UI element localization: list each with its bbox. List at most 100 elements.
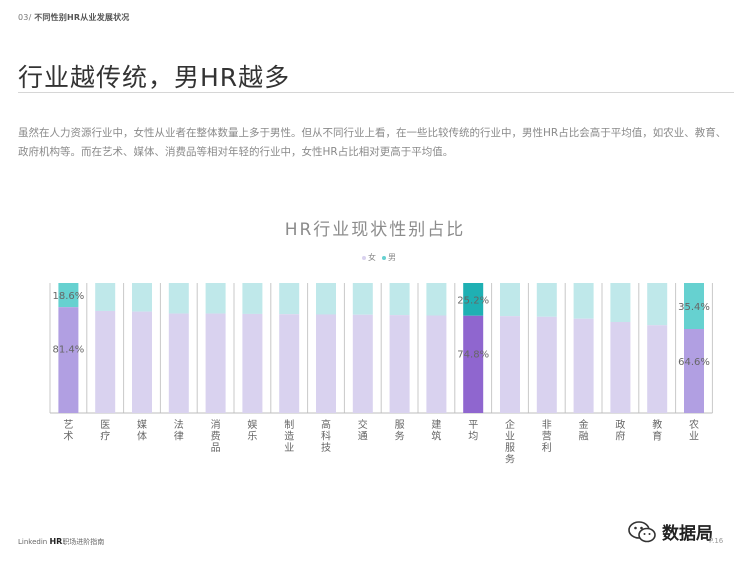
x-tick-label-6: 制 [284,418,294,431]
x-tick-label-14: 金 [579,418,589,431]
legend-label-female: 女 [368,253,376,262]
chart-legend: 女 男 [362,252,396,263]
bar-female-2 [132,311,152,413]
wechat-icon [628,520,656,542]
bar-female-6 [279,314,300,413]
bar-male-6 [279,283,300,315]
bar-female-8 [352,314,373,413]
x-tick-label-4: 费 [211,430,221,443]
bar-male-3 [168,283,189,314]
x-tick-label-13: 营 [542,430,552,443]
x-tick-label-13: 利 [542,442,552,454]
x-tick-label-6: 业 [284,442,294,454]
x-tick-label-12: 企 [505,418,515,431]
bar-male-1 [95,283,116,311]
bar-male-16 [647,283,668,326]
x-tick-label-1: 疗 [100,430,110,443]
x-tick-label-8: 交 [358,418,368,431]
footer-brand-prefix: Linkedin [18,538,50,546]
bar-male-5 [242,283,263,314]
x-tick-label-15: 府 [615,430,625,443]
bar-male-11 [463,283,484,316]
x-tick-label-12: 务 [505,453,515,466]
brand-name: 数据局 [662,524,713,544]
footer-brand-suffix: 职场进阶指南 [62,538,105,546]
data-label: 74.8% [457,350,489,361]
x-tick-label-5: 乐 [247,431,257,443]
bar-male-17 [684,283,704,330]
x-tick-label-8: 通 [358,431,368,443]
data-label: 25.2% [457,295,489,306]
page-number: P.16 [709,537,724,545]
x-tick-label-9: 服 [395,419,405,431]
chart-title: HR行业现状性别占比 [284,220,466,240]
bar-male-13 [536,283,557,317]
bar-male-2 [132,283,152,312]
legend-label-male: 男 [388,253,396,262]
section-tag: 03/ 不同性别HR从业发展状况 [18,12,130,23]
bar-male-4 [205,283,226,314]
x-tick-label-10: 筑 [431,430,441,443]
headline-divider [18,92,734,93]
x-tick-label-3: 律 [174,430,184,443]
bar-female-7 [316,314,336,413]
x-tick-label-6: 造 [284,430,294,443]
section-title: 不同性别HR从业发展状况 [34,13,130,22]
x-tick-label-13: 非 [542,419,552,431]
bar-female-4 [205,313,226,413]
bar-female-11 [463,315,484,413]
intro-paragraph: 虽然在人力资源行业中，女性从业者在整体数量上多于男性。但从不同行业上看，在一些比… [18,127,727,158]
x-tick-label-17: 农 [689,418,699,431]
bar-female-13 [536,316,557,413]
x-tick-label-4: 消 [211,418,221,431]
watermark-brand: 数据局 [628,519,713,544]
bar-female-5 [242,313,263,413]
bar-male-12 [500,283,520,317]
data-label: 18.6% [53,291,85,302]
x-tick-label-0: 艺 [63,419,73,431]
bar-female-3 [168,313,189,413]
x-tick-label-16: 教 [652,418,662,431]
x-tick-label-16: 育 [652,430,662,443]
page-headline: 行业越传统，男HR越多 [18,63,291,92]
bar-female-0 [58,307,79,413]
x-tick-label-5: 娱 [247,418,257,431]
bar-female-1 [95,310,116,413]
footer-brand-bold: HR [49,537,63,546]
bar-male-8 [352,283,373,315]
x-tick-label-7: 科 [321,430,331,443]
section-number: 03/ [18,13,32,22]
bar-male-7 [316,283,336,315]
legend-item-male: 男 [382,252,396,263]
bar-male-10 [426,283,447,316]
x-tick-label-4: 品 [211,442,221,454]
x-tick-label-2: 媒 [137,419,147,431]
data-label: 81.4% [53,345,85,356]
x-tick-label-14: 融 [579,431,589,443]
bar-male-15 [610,283,631,322]
x-tick-label-15: 政 [615,418,625,431]
x-tick-label-10: 建 [431,418,441,431]
bar-female-14 [573,318,594,413]
bar-female-17 [684,329,704,413]
x-tick-label-11: 平 [468,420,478,431]
bar-male-14 [573,283,594,319]
legend-item-female: 女 [362,252,376,263]
bar-male-9 [389,283,410,316]
data-label: 64.6% [678,357,710,368]
x-tick-label-11: 均 [468,431,478,443]
x-tick-label-9: 务 [395,430,405,443]
bar-male-0 [58,283,79,308]
bar-female-12 [500,316,520,413]
x-tick-label-0: 术 [63,431,73,443]
bar-female-15 [610,322,631,413]
data-label: 35.4% [678,302,710,313]
bar-female-9 [389,315,410,413]
footer-brand: Linkedin HR职场进阶指南 [18,537,104,547]
x-tick-label-3: 法 [174,418,184,431]
legend-swatch-male [382,255,386,260]
bar-female-10 [426,315,447,413]
x-tick-label-17: 业 [689,431,699,443]
x-tick-label-12: 业 [505,431,515,443]
